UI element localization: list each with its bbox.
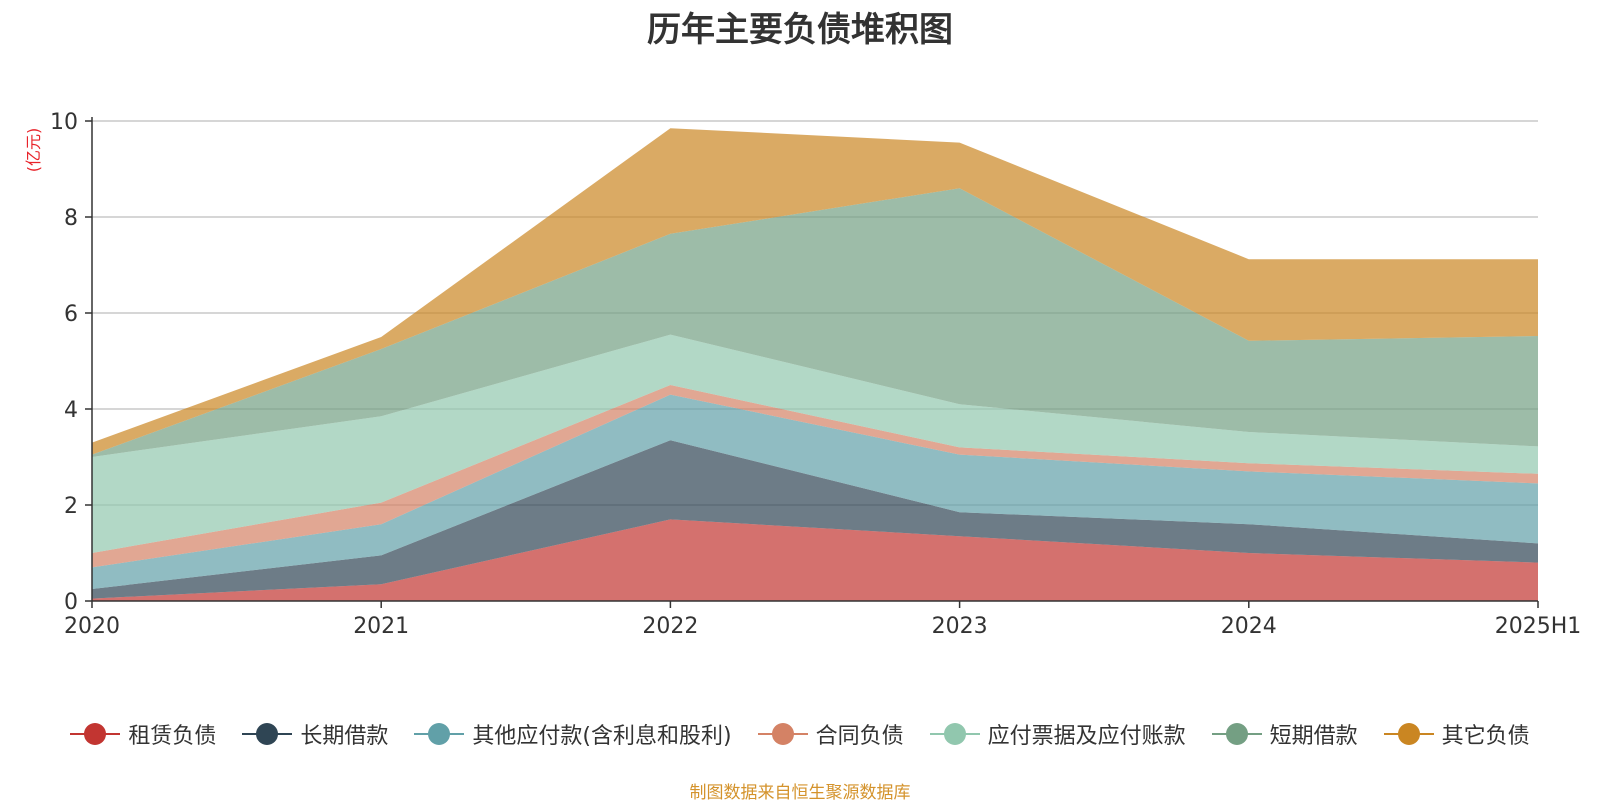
axes: 0 2 4 6 8 10 2020 2021 2022 2023 2024 2025H1 [50, 110, 1581, 639]
area-其他应付款(含利息和股利) [92, 394, 1538, 589]
legend-label: 长期借款 [300, 724, 389, 749]
legend-label: 短期借款 [1269, 724, 1358, 749]
x-tick-label: 2021 [353, 614, 409, 639]
x-tick-label: 2025H1 [1495, 614, 1582, 639]
legend-item[interactable]: 应付票据及应付账款 [929, 718, 1186, 750]
legend-marker-icon [1211, 722, 1262, 746]
legend-item[interactable]: 合同负债 [757, 718, 904, 750]
area-长期借款 [92, 440, 1538, 599]
area-series [92, 128, 1538, 601]
y-tick-label: 0 [64, 590, 78, 615]
legend-marker-icon [757, 722, 808, 746]
y-tick-label: 2 [64, 494, 78, 519]
legend-item[interactable]: 其它负债 [1383, 718, 1530, 750]
area-合同负债 [92, 385, 1538, 568]
legend: 租赁负债 长期借款 其他应付款(含利息和股利) 合同负债 应付票据及应付账款 短期借款 其它… [0, 718, 1600, 750]
y-tick-label: 8 [64, 206, 78, 231]
legend-item[interactable]: 其他应付款(含利息和股利) [414, 718, 732, 750]
y-tick-label: 10 [50, 110, 78, 135]
x-tick-label: 2024 [1221, 614, 1277, 639]
legend-marker-icon [929, 722, 980, 746]
source-note: 制图数据来自恒生聚源数据库 [689, 783, 911, 803]
area-短期借款 [92, 188, 1538, 457]
legend-marker-icon [414, 722, 465, 746]
legend-item[interactable]: 租赁负债 [70, 718, 216, 750]
legend-label: 其它负债 [1441, 724, 1530, 749]
legend-marker-icon [70, 722, 121, 746]
legend-marker-icon [1383, 722, 1434, 746]
area-应付票据及应付账款 [92, 334, 1538, 553]
x-tick-label: 2022 [642, 614, 698, 639]
legend-label: 租赁负债 [128, 724, 217, 749]
y-tick-label: 4 [64, 398, 78, 423]
y-tick-label: 6 [64, 302, 78, 327]
legend-item[interactable]: 短期借款 [1211, 718, 1358, 750]
area-租赁负债 [92, 519, 1538, 601]
legend-marker-icon [242, 722, 293, 746]
legend-label: 应付票据及应付账款 [987, 724, 1186, 749]
area-其它负债 [92, 128, 1538, 455]
chart-title: 历年主要负债堆积图 [647, 10, 953, 50]
x-tick-label: 2023 [932, 614, 988, 639]
legend-item[interactable]: 长期借款 [242, 718, 388, 750]
legend-label: 其他应付款(含利息和股利) [472, 724, 732, 749]
x-tick-label: 2020 [64, 614, 120, 639]
legend-label: 合同负债 [815, 724, 904, 749]
